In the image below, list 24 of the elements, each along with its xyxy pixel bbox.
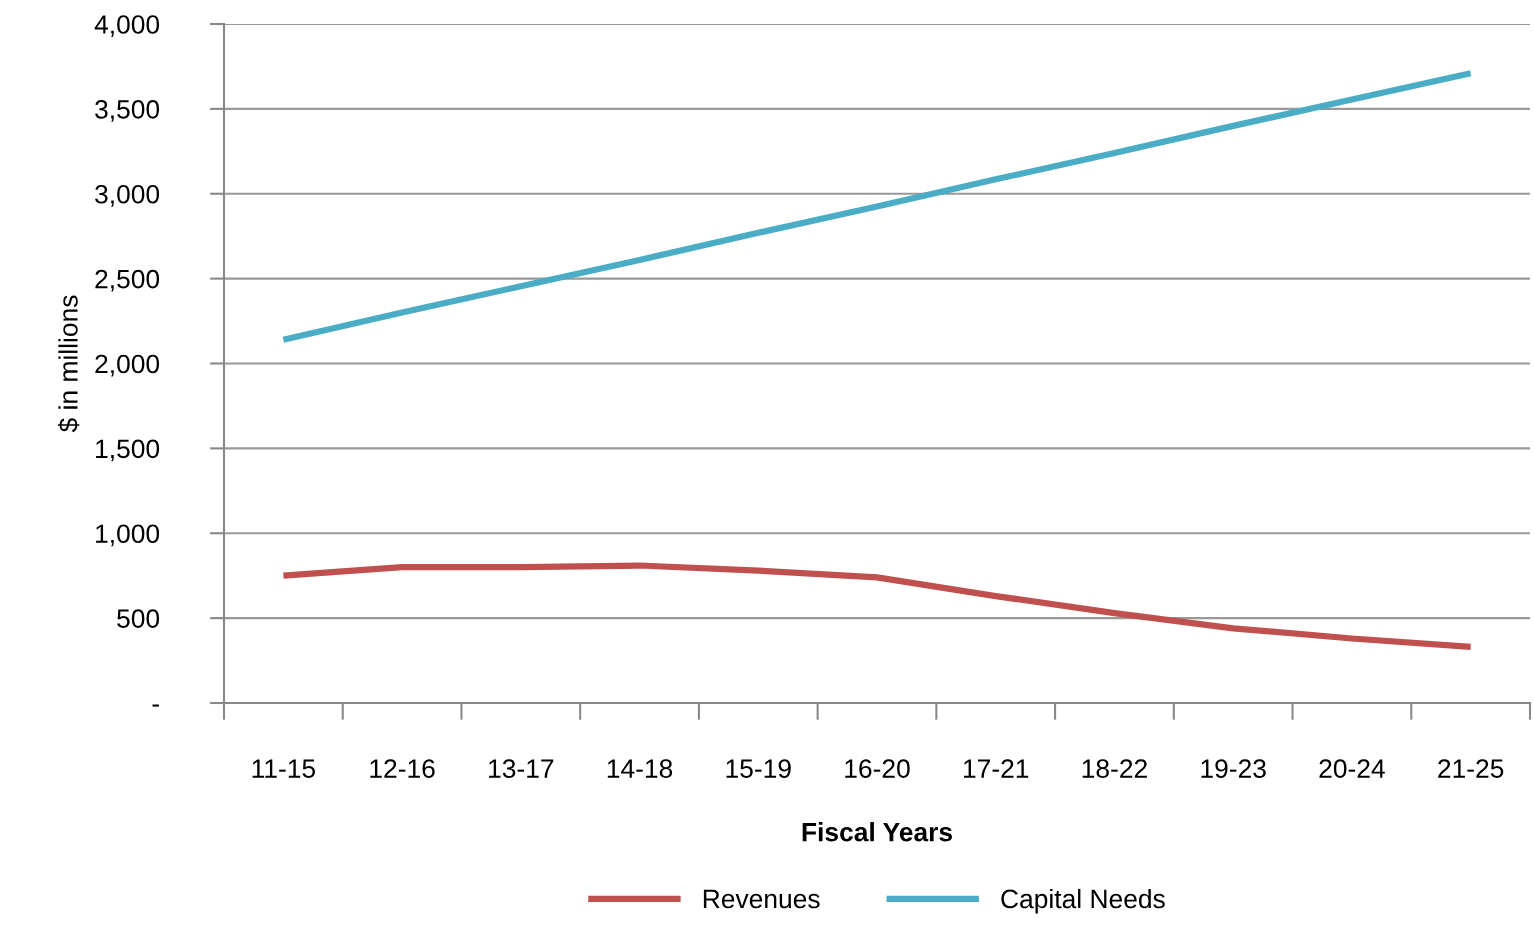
- legend-label: Revenues: [703, 889, 820, 909]
- x-tick-label: 20-24: [1319, 759, 1385, 778]
- x-tick-label: 12-16: [370, 759, 435, 778]
- y-tick-label: 2,000: [95, 354, 160, 377]
- x-tick-label: 16-20: [845, 759, 910, 778]
- y-tick-label: 500: [117, 609, 160, 628]
- y-tick-label: 1,000: [96, 524, 160, 547]
- y-tick-label: 3,000: [95, 184, 160, 207]
- x-tick-label: 14-18: [607, 759, 673, 778]
- y-tick-label: 3,500: [95, 100, 160, 122]
- x-tick-label: 19-23: [1201, 759, 1266, 778]
- x-axis-title: Fiscal Years: [802, 822, 952, 842]
- y-tick-label: 4,000: [94, 15, 160, 37]
- x-tick-label: 18-22: [1082, 759, 1147, 778]
- x-tick-label: 13-17: [489, 759, 554, 778]
- legend-label: Capital Needs: [1001, 888, 1165, 914]
- y-tick-label: 1,500: [96, 439, 160, 462]
- x-tick-label: 17-21: [964, 759, 1029, 778]
- x-tick-label: 11-15: [252, 759, 316, 778]
- y-axis-title: $ in millions: [57, 295, 80, 433]
- y-tick-label: -: [152, 704, 159, 707]
- x-tick-label: 15-19: [726, 759, 791, 778]
- x-tick-label: 21-25: [1438, 759, 1504, 778]
- y-tick-label: 2,500: [95, 269, 160, 292]
